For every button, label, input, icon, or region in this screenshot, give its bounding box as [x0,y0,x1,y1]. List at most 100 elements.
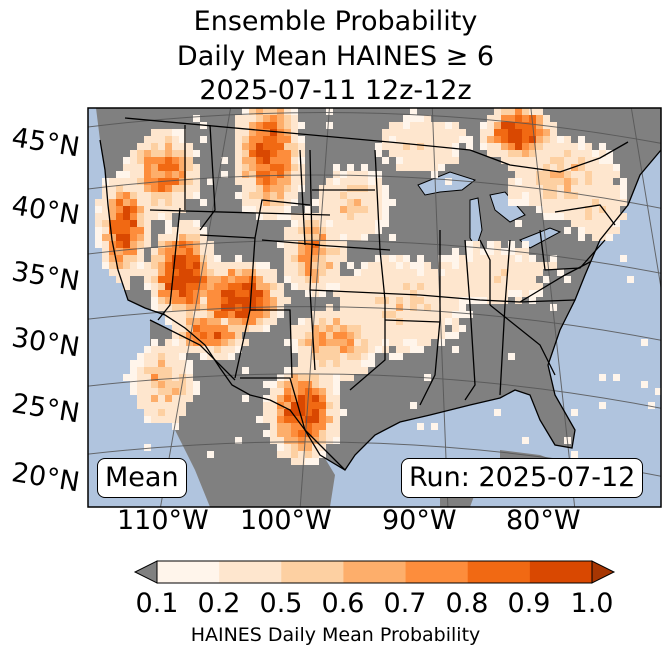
heatmap-cell [487,241,494,248]
heatmap-cell [242,283,249,290]
heatmap-cell [396,325,403,332]
heatmap-cell [179,269,186,276]
heatmap-cell [158,255,165,262]
heatmap-cell [298,248,305,255]
heatmap-cell [123,213,130,220]
heatmap-cell [123,269,130,276]
heatmap-cell [263,262,270,269]
heatmap-cell [284,171,291,178]
heatmap-cell [536,129,543,136]
heatmap-cell [585,157,592,164]
heatmap-cell [361,353,368,360]
heatmap-cell [522,150,529,157]
heatmap-cell [221,297,228,304]
heatmap-cell [508,129,515,136]
heatmap-cell [312,325,319,332]
heatmap-cell [200,332,207,339]
heatmap-cell [298,262,305,269]
heatmap-cell [361,311,368,318]
heatmap-cell [361,360,368,367]
heatmap-cell [305,262,312,269]
heatmap-cell [284,234,291,241]
heatmap-cell [291,199,298,206]
heatmap-cell [305,248,312,255]
heatmap-cell [326,241,333,248]
heatmap-cell [179,297,186,304]
heatmap-cell [487,115,494,122]
heatmap-cell [389,332,396,339]
heatmap-cell [284,115,291,122]
heatmap-cell [291,248,298,255]
heatmap-cell [263,199,270,206]
heatmap-cell [151,255,158,262]
heatmap-cell [396,150,403,157]
heatmap-cell [354,367,361,374]
heatmap-cell [165,381,172,388]
heatmap-cell [158,199,165,206]
heatmap-cell [179,171,186,178]
heatmap-cell [508,115,515,122]
heatmap-cell [382,283,389,290]
heatmap-cell [277,122,284,129]
heatmap-cell [368,206,375,213]
heatmap-cell [193,318,200,325]
heatmap-cell [263,318,270,325]
heatmap-cell [368,185,375,192]
colorbar-tick-7: 1.0 [570,588,614,619]
heatmap-cell [599,157,606,164]
heatmap-cell [326,283,333,290]
heatmap-cell [256,311,263,318]
heatmap-cell [291,192,298,199]
heatmap-cell [179,199,186,206]
heatmap-cell [326,304,333,311]
heatmap-cell [494,290,501,297]
heatmap-cell [333,269,340,276]
heatmap-cell [144,178,151,185]
heatmap-cell [319,220,326,227]
heatmap-cell [123,248,130,255]
heatmap-cell [305,227,312,234]
heatmap-cell [522,143,529,150]
heatmap-cell [424,115,431,122]
heatmap-cell [291,122,298,129]
heatmap-cell [606,178,613,185]
heatmap-cell [277,409,284,416]
heatmap-cell [263,108,270,115]
heatmap-cell [466,255,473,262]
heatmap-cell [249,325,256,332]
heatmap-cell [445,283,452,290]
lon-label-110w: 110°W [117,505,209,536]
heatmap-cell [116,248,123,255]
heatmap-cell [403,115,410,122]
heatmap-cell [459,269,466,276]
heatmap-cell [256,199,263,206]
heatmap-cell [410,115,417,122]
heatmap-cell [319,430,326,437]
heatmap-cell [585,178,592,185]
heatmap-cell [207,241,214,248]
heatmap-cell [326,213,333,220]
heatmap-cell [382,143,389,150]
heatmap-cell [319,381,326,388]
heatmap-cell [578,206,585,213]
heatmap-cell [347,325,354,332]
heatmap-cell [207,325,214,332]
heatmap-cell [410,290,417,297]
heatmap-cell [130,227,137,234]
heatmap-cell [417,262,424,269]
heatmap-cell [319,276,326,283]
heatmap-cell [172,234,179,241]
heatmap-cell [347,234,354,241]
heatmap-cell [165,241,172,248]
heatmap-cell [277,430,284,437]
heatmap-cell [417,339,424,346]
heatmap-cell [298,367,305,374]
heatmap-cell [291,416,298,423]
heatmap-cell [172,374,179,381]
heatmap-cell [396,122,403,129]
heatmap-cell [529,136,536,143]
heatmap-cell [249,318,256,325]
heatmap-cell [284,402,291,409]
heatmap-cell [424,311,431,318]
heatmap-cell [347,227,354,234]
